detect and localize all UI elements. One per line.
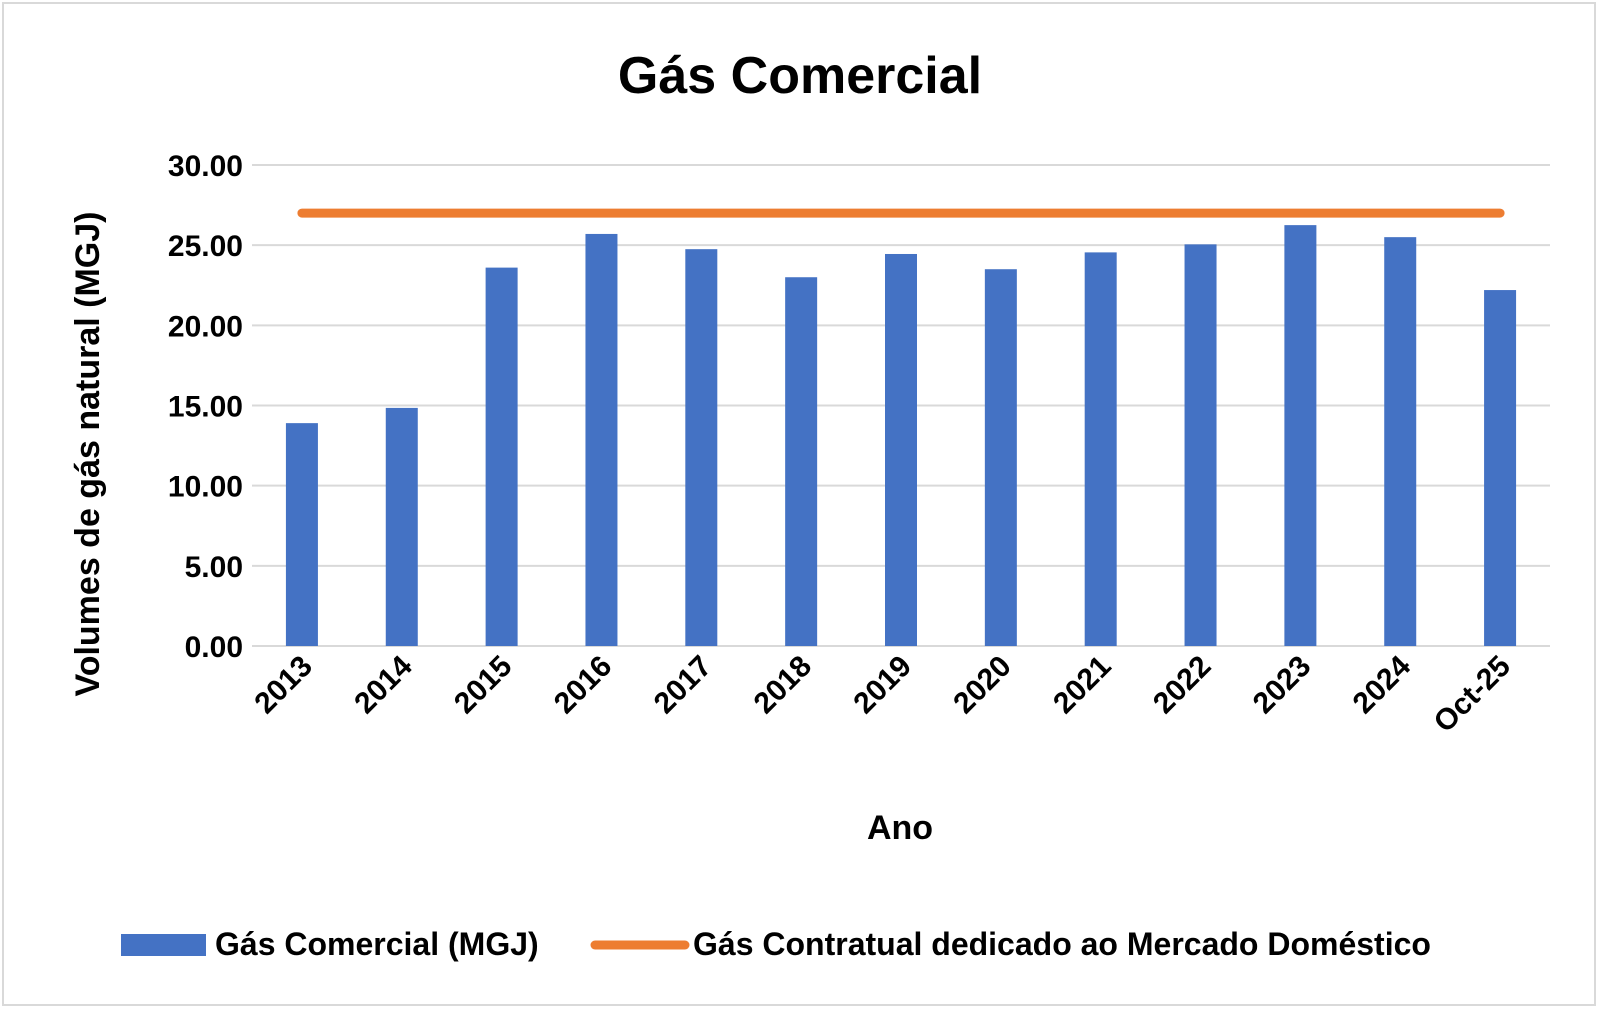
bar	[885, 253, 917, 647]
y-tick-label: 15.00	[168, 391, 243, 424]
bar	[1284, 225, 1317, 646]
x-tick-label: 2014	[348, 649, 419, 720]
x-tick-label: 2016	[548, 650, 619, 721]
x-axis-title: Ano	[867, 809, 933, 847]
bar	[1484, 290, 1517, 646]
bar	[984, 269, 1017, 646]
legend-swatch-bar	[121, 934, 206, 956]
x-tick-label: 2023	[1247, 650, 1318, 721]
bar	[1384, 237, 1417, 646]
y-tick-label: 25.00	[168, 230, 243, 263]
y-tick-label: 0.00	[185, 631, 243, 664]
bar	[785, 277, 818, 646]
x-tick-label: 2022	[1147, 650, 1218, 721]
x-tick-label: 2020	[947, 650, 1018, 721]
y-tick-labels: 0.00 5.00 10.00 15.00 20.00 25.00 30.00	[168, 150, 243, 664]
legend-label-line: Gás Contratual dedicado ao Mercado Domés…	[693, 926, 1431, 962]
legend-label-bar: Gás Comercial (MGJ)	[215, 926, 539, 962]
x-tick-label: 2024	[1347, 649, 1418, 720]
bar	[485, 267, 518, 646]
y-tick-label: 20.00	[168, 310, 243, 343]
x-tick-label: 2017	[648, 650, 719, 721]
x-tick-label: 2019	[847, 650, 918, 721]
chart-title: Gás Comercial	[618, 47, 982, 105]
y-tick-label: 5.00	[185, 551, 243, 584]
y-axis-title: Volumes de gás natural (MGJ)	[69, 212, 107, 697]
x-tick-labels: 2013 2014 2015 2016 2017 2018 2019 2020 2021 2022…	[248, 649, 1517, 739]
bar	[1184, 244, 1217, 647]
bar-series	[285, 225, 1517, 647]
bar	[285, 423, 318, 646]
x-tick-label: 2021	[1047, 650, 1118, 721]
bar	[385, 407, 418, 646]
x-tick-label: 2015	[448, 650, 519, 721]
y-tick-label: 10.00	[168, 471, 243, 504]
bar	[1084, 252, 1117, 647]
bar	[585, 233, 618, 646]
x-tick-label: 2013	[248, 650, 319, 721]
y-tick-label: 30.00	[168, 150, 243, 183]
x-tick-label: Oct-25	[1428, 650, 1517, 739]
bar	[685, 249, 718, 647]
x-tick-label: 2018	[748, 650, 819, 721]
legend: Gás Comercial (MGJ) Gás Contratual dedic…	[121, 926, 1431, 962]
